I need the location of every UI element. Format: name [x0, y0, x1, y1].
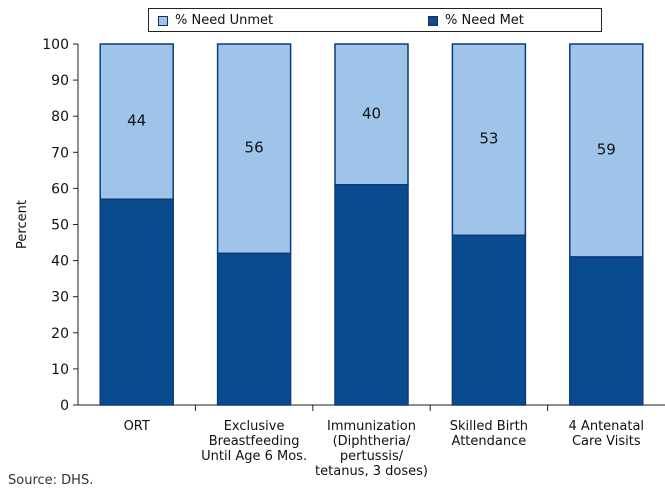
x-category-label: ORT [124, 419, 150, 434]
y-tick-label: 70 [51, 145, 69, 161]
bar-need-met [99, 198, 174, 406]
legend-label-need-unmet: % Need Unmet [175, 13, 274, 28]
x-category-label: Until Age 6 Mos. [201, 449, 307, 464]
data-label-need-unmet: 53 [479, 130, 498, 148]
bar-need-met [334, 184, 409, 406]
x-category-label: Immunization [327, 419, 416, 434]
data-label-need-unmet: 59 [597, 140, 616, 158]
y-tick-label: 100 [42, 37, 69, 53]
y-tick-label: 50 [51, 218, 69, 234]
bar-need-met [451, 234, 527, 406]
y-tick-label: 30 [51, 290, 69, 306]
y-tick-label: 0 [60, 398, 69, 414]
y-tick-label: 60 [51, 181, 69, 197]
x-category-label: Attendance [452, 434, 527, 449]
y-tick-label: 40 [51, 254, 69, 270]
data-label-need-unmet: 56 [245, 139, 264, 157]
y-tick-label: 20 [51, 326, 69, 342]
bar-need-met [569, 256, 644, 406]
x-category-label: tetanus, 3 doses) [315, 464, 428, 479]
x-category-label: Skilled Birth [450, 419, 528, 434]
x-category-label: Care Visits [572, 434, 641, 449]
y-tick-label: 80 [51, 109, 69, 125]
legend-swatch-need-met [428, 15, 438, 26]
x-category-label: (Diphtheria/ [333, 434, 411, 449]
legend-item-need-unmet: % Need Unmet [158, 13, 273, 28]
y-tick-label: 90 [51, 73, 69, 89]
legend: % Need Unmet % Need Met [148, 8, 602, 32]
source-note: Source: DHS. [8, 473, 94, 488]
data-label-need-unmet: 44 [127, 112, 146, 130]
x-category-label: pertussis/ [340, 449, 404, 464]
legend-swatch-need-unmet [158, 15, 168, 26]
x-category-label: Exclusive [224, 419, 285, 434]
bar-need-met [216, 252, 292, 406]
bar-need-unmet [569, 43, 644, 258]
legend-item-need-met: % Need Met [428, 13, 524, 28]
bar-need-unmet [451, 43, 527, 237]
x-category-label: Breastfeeding [209, 434, 300, 449]
y-axis-title: Percent [15, 200, 30, 249]
bar-need-unmet [99, 43, 174, 200]
data-label-need-unmet: 40 [362, 104, 381, 122]
y-tick-label: 10 [51, 362, 69, 378]
legend-label-need-met: % Need Met [445, 13, 524, 28]
x-category-label: 4 Antenatal [569, 419, 645, 434]
